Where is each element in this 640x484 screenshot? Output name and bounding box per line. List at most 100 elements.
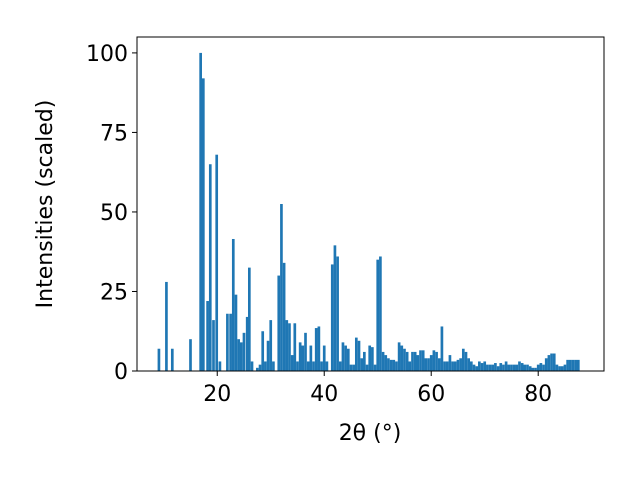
bar [421, 350, 425, 371]
bar [445, 361, 449, 371]
bar [518, 361, 521, 371]
bar [510, 364, 513, 371]
bar [432, 350, 436, 371]
bar [373, 364, 377, 371]
bar [261, 331, 265, 371]
bar [555, 364, 559, 371]
x-tick-label: 40 [310, 382, 338, 407]
bar [504, 361, 508, 371]
bar [234, 294, 238, 371]
bar [320, 361, 323, 371]
bar [317, 326, 321, 371]
bar [157, 348, 161, 371]
bar [403, 348, 406, 371]
bar [242, 332, 246, 371]
bar [349, 364, 353, 371]
bar [566, 359, 569, 371]
bar [247, 267, 251, 371]
bar [288, 323, 291, 371]
bar [245, 316, 249, 371]
plot-area [157, 52, 580, 372]
bar [346, 348, 350, 371]
bar [459, 358, 462, 371]
x-axis-label: 2θ (°) [339, 421, 402, 446]
bar [419, 350, 422, 371]
bar [314, 328, 318, 371]
y-tick-label: 50 [100, 201, 128, 226]
bar [435, 351, 438, 371]
bar [408, 361, 412, 371]
bar [264, 361, 267, 371]
bar [502, 364, 505, 371]
bar [208, 164, 212, 371]
bar [395, 361, 398, 371]
bar [496, 366, 500, 371]
bar [368, 345, 372, 371]
bar [494, 363, 497, 371]
bar [376, 259, 380, 371]
bar [352, 364, 355, 371]
bar [451, 361, 454, 371]
axes-frame [136, 36, 605, 372]
x-tick-label: 60 [417, 382, 445, 407]
bar [218, 361, 222, 371]
bar [440, 326, 444, 371]
bar [341, 342, 345, 371]
bar [491, 364, 495, 371]
bar [469, 361, 473, 371]
bar [560, 366, 564, 371]
bar [558, 366, 561, 371]
bar [456, 359, 460, 371]
x-tick-label: 20 [203, 382, 231, 407]
bar [528, 366, 532, 371]
bar [507, 364, 511, 371]
bar [293, 323, 297, 371]
bar [478, 361, 481, 371]
bar [306, 361, 310, 371]
bar [526, 364, 529, 371]
bar [512, 364, 516, 371]
bar [453, 361, 457, 371]
bar [165, 281, 168, 371]
bar [389, 359, 393, 371]
bar [212, 320, 215, 371]
bar [381, 351, 385, 371]
y-tick-label: 75 [100, 121, 128, 146]
bar [170, 348, 174, 371]
bar [199, 52, 202, 372]
bar [322, 345, 326, 371]
bar [231, 238, 235, 371]
bar [416, 355, 420, 371]
bar [354, 337, 358, 371]
bar [480, 363, 484, 371]
bar [467, 358, 470, 371]
bar [571, 359, 575, 371]
bar [330, 264, 334, 371]
bar [486, 364, 489, 371]
bar [475, 366, 479, 371]
bar [387, 358, 390, 371]
bar [258, 364, 262, 371]
bar [379, 256, 382, 371]
bar [461, 348, 465, 371]
y-tick-label: 0 [114, 360, 128, 385]
bar [189, 339, 192, 371]
bar [437, 358, 441, 371]
bar [443, 361, 446, 371]
bar [338, 361, 342, 371]
bar [483, 361, 487, 371]
bar [344, 345, 347, 371]
bar [536, 364, 540, 371]
bar [499, 363, 503, 371]
bar [568, 359, 572, 371]
bar [472, 364, 476, 371]
bar [384, 355, 388, 371]
bar [552, 353, 556, 371]
bar [201, 78, 205, 371]
bar [237, 339, 240, 371]
y-tick-label: 100 [86, 42, 128, 67]
bar [215, 154, 219, 371]
bar [520, 363, 524, 371]
bar [272, 361, 275, 371]
